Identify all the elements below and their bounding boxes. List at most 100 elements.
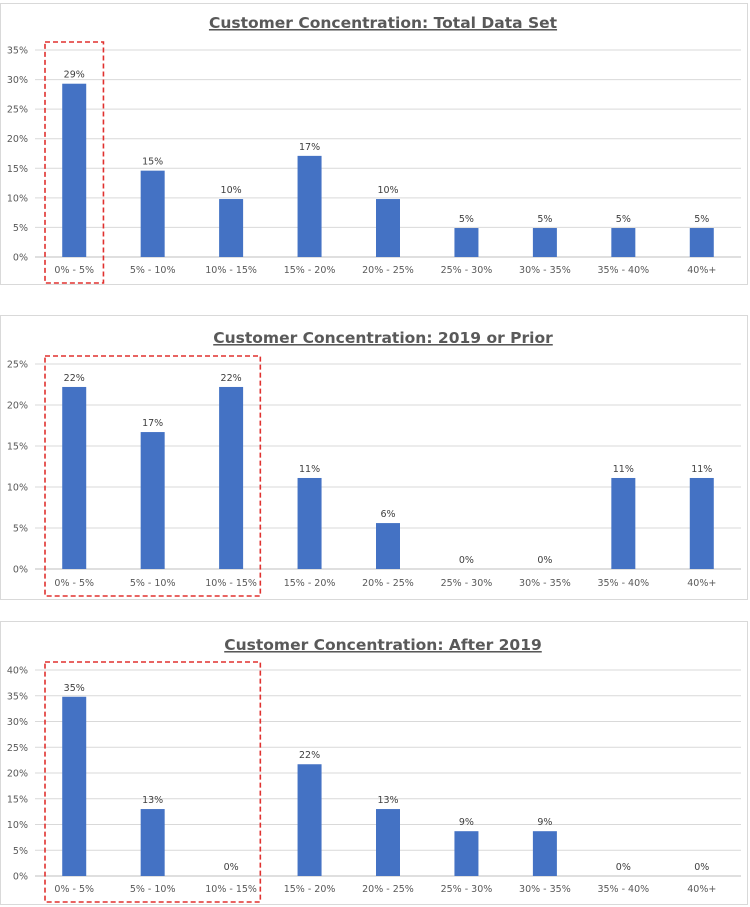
x-tick-label: 5% - 10% bbox=[130, 884, 176, 895]
bar bbox=[219, 199, 244, 257]
data-label: 13% bbox=[142, 795, 163, 806]
x-tick-label: 30% - 35% bbox=[519, 884, 571, 895]
data-label: 22% bbox=[64, 373, 85, 384]
x-tick-label: 35% - 40% bbox=[597, 578, 649, 589]
y-tick-label: 25% bbox=[7, 743, 28, 754]
bar bbox=[297, 764, 322, 876]
y-tick-label: 20% bbox=[7, 134, 28, 145]
y-tick-label: 0% bbox=[13, 565, 28, 576]
y-tick-label: 10% bbox=[7, 193, 28, 204]
x-tick-label: 40%+ bbox=[687, 265, 716, 276]
data-label: 0% bbox=[459, 555, 474, 566]
bar bbox=[140, 432, 165, 569]
data-label: 35% bbox=[64, 683, 85, 694]
x-tick-label: 0% - 5% bbox=[54, 265, 94, 276]
bar bbox=[454, 831, 479, 876]
x-tick-label: 5% - 10% bbox=[130, 578, 176, 589]
data-label: 9% bbox=[459, 817, 474, 828]
bar bbox=[140, 809, 165, 876]
y-tick-label: 5% bbox=[13, 846, 28, 857]
x-tick-label: 25% - 30% bbox=[441, 578, 493, 589]
data-label: 6% bbox=[380, 509, 395, 520]
bar bbox=[611, 228, 636, 257]
data-label: 0% bbox=[537, 555, 552, 566]
x-tick-label: 35% - 40% bbox=[597, 265, 649, 276]
data-label: 5% bbox=[616, 214, 631, 225]
data-label: 11% bbox=[299, 464, 320, 475]
highlight-box bbox=[44, 41, 105, 284]
data-label: 29% bbox=[64, 70, 85, 81]
data-label: 22% bbox=[299, 750, 320, 761]
y-tick-label: 15% bbox=[7, 794, 28, 805]
y-tick-label: 20% bbox=[7, 769, 28, 780]
data-label: 17% bbox=[299, 142, 320, 153]
bar bbox=[376, 523, 400, 569]
data-label: 5% bbox=[459, 214, 474, 225]
x-tick-label: 30% - 35% bbox=[519, 265, 571, 276]
bar bbox=[297, 477, 322, 569]
y-tick-label: 5% bbox=[13, 524, 28, 535]
data-label: 10% bbox=[377, 185, 398, 196]
y-tick-label: 15% bbox=[7, 164, 28, 175]
bar bbox=[62, 386, 87, 569]
x-tick-label: 25% - 30% bbox=[441, 884, 493, 895]
y-tick-label: 20% bbox=[7, 401, 28, 412]
x-tick-label: 30% - 35% bbox=[519, 578, 571, 589]
data-label: 22% bbox=[221, 373, 242, 384]
chart-panel-2019-or-prior: Customer Concentration: 2019 or Prior 0% 5… bbox=[0, 315, 748, 600]
data-label: 5% bbox=[537, 214, 552, 225]
data-label: 17% bbox=[142, 418, 163, 429]
x-tick-label: 0% - 5% bbox=[54, 884, 94, 895]
bar bbox=[454, 228, 479, 257]
bar bbox=[376, 199, 400, 257]
x-tick-label: 5% - 10% bbox=[130, 265, 176, 276]
data-label: 9% bbox=[537, 817, 552, 828]
chart-after-2019: Customer Concentration: After 2019 0% 5% 10… bbox=[7, 636, 741, 903]
bar bbox=[532, 228, 557, 257]
x-tick-label: 15% - 20% bbox=[284, 884, 336, 895]
y-tick-label: 35% bbox=[7, 691, 28, 702]
data-label: 15% bbox=[142, 157, 163, 168]
y-tick-label: 35% bbox=[7, 46, 28, 57]
chart-2019-or-prior: Customer Concentration: 2019 or Prior 0% 5… bbox=[7, 329, 741, 597]
y-tick-label: 25% bbox=[7, 360, 28, 371]
y-tick-label: 10% bbox=[7, 820, 28, 831]
x-tick-label: 35% - 40% bbox=[597, 884, 649, 895]
bar bbox=[376, 809, 400, 876]
x-tick-label: 40%+ bbox=[687, 884, 716, 895]
bar bbox=[62, 696, 87, 876]
y-tick-label: 30% bbox=[7, 75, 28, 86]
x-tick-label: 20% - 25% bbox=[362, 578, 414, 589]
data-label: 0% bbox=[616, 862, 631, 873]
bar bbox=[140, 170, 165, 257]
chart-total-data-set: Customer Concentration: Total Data Set 0%… bbox=[7, 14, 741, 284]
data-label: 11% bbox=[613, 464, 634, 475]
data-label: 0% bbox=[694, 862, 709, 873]
bar bbox=[689, 228, 714, 257]
y-tick-label: 15% bbox=[7, 442, 28, 453]
chart-title: Customer Concentration: After 2019 bbox=[224, 636, 542, 654]
y-tick-label: 40% bbox=[7, 666, 28, 677]
bar bbox=[689, 477, 714, 569]
x-tick-label: 20% - 25% bbox=[362, 884, 414, 895]
y-tick-label: 0% bbox=[13, 872, 28, 883]
x-tick-label: 40%+ bbox=[687, 578, 716, 589]
data-label: 0% bbox=[224, 862, 239, 873]
y-tick-label: 25% bbox=[7, 105, 28, 116]
y-tick-label: 0% bbox=[13, 253, 28, 264]
bar bbox=[611, 477, 636, 569]
highlight-box bbox=[44, 661, 262, 903]
data-label: 11% bbox=[691, 464, 712, 475]
x-tick-label: 10% - 15% bbox=[205, 265, 257, 276]
x-tick-label: 0% - 5% bbox=[54, 578, 94, 589]
data-label: 10% bbox=[221, 185, 242, 196]
y-tick-label: 5% bbox=[13, 223, 28, 234]
data-label: 5% bbox=[694, 214, 709, 225]
highlight-box bbox=[44, 355, 262, 597]
data-label: 13% bbox=[377, 795, 398, 806]
x-tick-label: 20% - 25% bbox=[362, 265, 414, 276]
chart-title: Customer Concentration: 2019 or Prior bbox=[213, 329, 553, 347]
bar bbox=[62, 83, 87, 257]
y-tick-label: 10% bbox=[7, 483, 28, 494]
chart-panel-total: Customer Concentration: Total Data Set 0%… bbox=[0, 3, 748, 285]
